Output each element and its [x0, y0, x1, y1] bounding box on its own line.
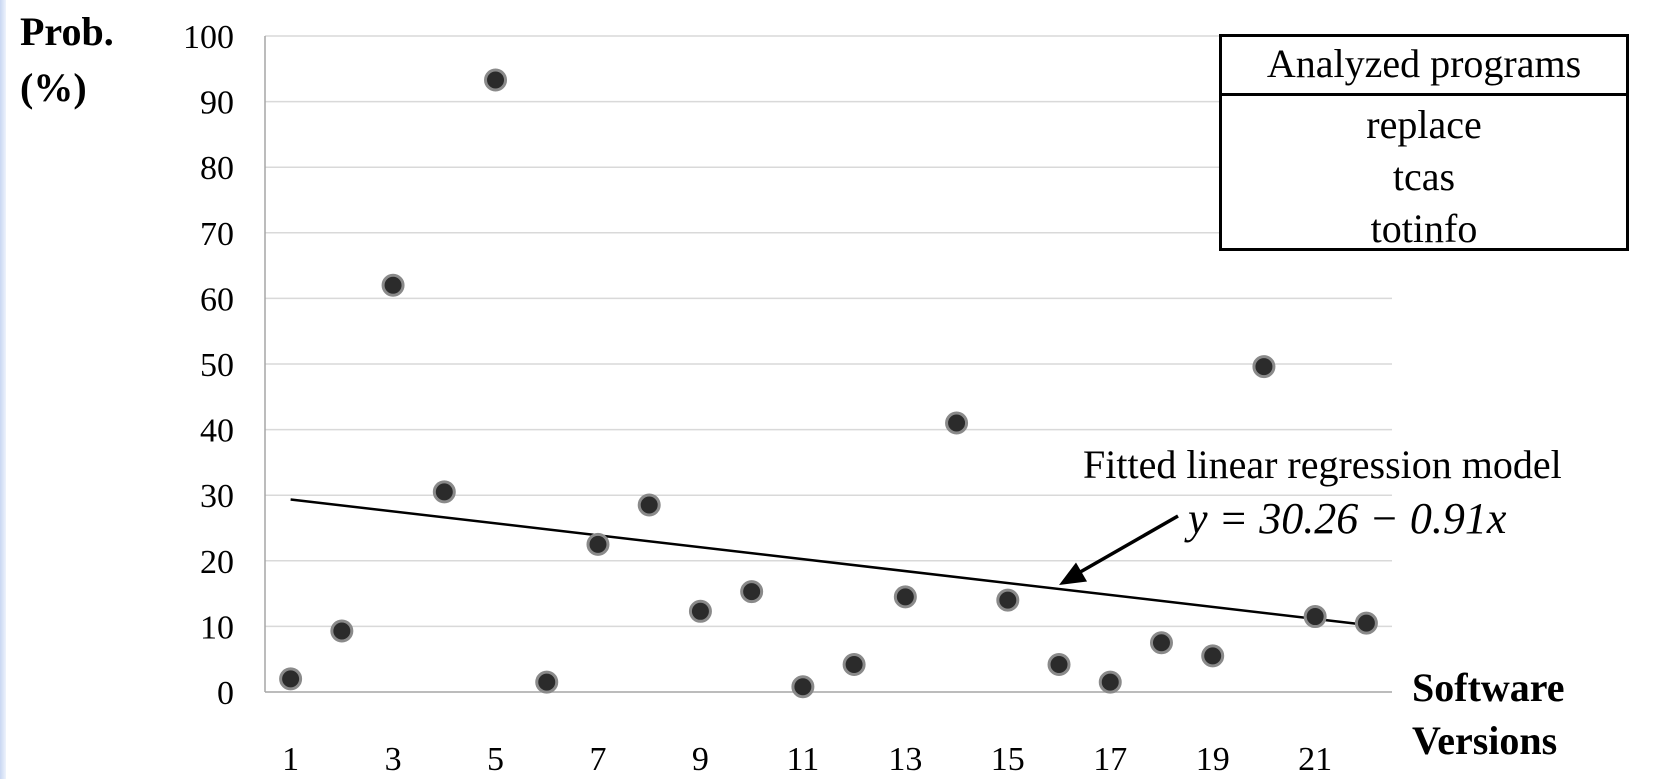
data-point	[586, 532, 610, 556]
y-tick-label: 80	[200, 150, 234, 187]
label-layer: Prob. (%) Software Versions Fitted linea…	[20, 9, 1565, 763]
data-point	[381, 273, 405, 297]
y-axis-title-line1: Prob.	[20, 9, 114, 54]
regression-layer	[290, 498, 1367, 627]
data-point	[1149, 631, 1173, 655]
legend-item: replace	[1366, 102, 1482, 147]
legend: Analyzed programs replace tcas totinfo	[1219, 34, 1629, 251]
x-axis-title-line2: Versions	[1412, 718, 1557, 763]
y-tick-label: 20	[200, 544, 234, 581]
data-point	[330, 619, 354, 643]
y-tick-label: 50	[200, 347, 234, 384]
legend-title: Analyzed programs	[1222, 37, 1626, 96]
regression-line	[290, 498, 1367, 627]
x-axis-title-line1: Software	[1412, 665, 1565, 710]
y-tick-label: 60	[200, 281, 234, 318]
x-tick-label: 19	[1196, 741, 1230, 778]
data-point	[996, 588, 1020, 612]
data-point	[945, 411, 969, 435]
x-tick-label: 1	[282, 741, 299, 778]
y-axis-title-line2: (%)	[20, 65, 87, 110]
data-point	[484, 68, 508, 92]
data-point	[1303, 605, 1327, 629]
regression-label: Fitted linear regression model	[1083, 442, 1562, 487]
x-tick-label: 17	[1093, 741, 1127, 778]
x-tick-label: 3	[385, 741, 402, 778]
legend-items: replace tcas totinfo	[1222, 96, 1626, 255]
y-tick-label: 10	[200, 609, 234, 646]
x-tick-label: 15	[991, 741, 1025, 778]
y-tick-label: 70	[200, 216, 234, 253]
x-tick-label: 21	[1298, 741, 1332, 778]
data-point	[1098, 670, 1122, 694]
legend-item: tcas	[1392, 154, 1456, 199]
left-edge-strip	[0, 0, 6, 779]
data-point	[740, 580, 764, 604]
annotation-arrow-head	[1059, 562, 1088, 586]
data-point	[637, 493, 661, 517]
data-point	[842, 652, 866, 676]
point-layer	[279, 68, 1378, 699]
y-tick-label: 90	[200, 85, 234, 122]
x-tick-label: 9	[692, 741, 709, 778]
legend-item: totinfo	[1370, 206, 1478, 251]
data-point	[279, 667, 303, 691]
y-tick-label: 100	[183, 19, 234, 56]
data-point	[1047, 652, 1071, 676]
y-tick-label: 40	[200, 413, 234, 450]
x-tick-label: 5	[487, 741, 504, 778]
x-tick-label: 7	[589, 741, 606, 778]
x-tick-label: 13	[888, 741, 922, 778]
data-point	[432, 480, 456, 504]
annotation-arrow-shaft	[1074, 514, 1179, 577]
data-point	[1354, 611, 1378, 635]
data-point	[791, 675, 815, 699]
data-point	[688, 599, 712, 623]
grid-layer	[265, 35, 1392, 628]
regression-equation: y = 30.26 − 0.91x	[1184, 494, 1507, 543]
y-tick-label: 0	[217, 675, 234, 712]
x-tick-label: 11	[787, 741, 820, 778]
data-point	[893, 585, 917, 609]
data-point	[1252, 355, 1276, 379]
data-point	[535, 670, 559, 694]
data-point	[1201, 644, 1225, 668]
y-tick-label: 30	[200, 478, 234, 515]
